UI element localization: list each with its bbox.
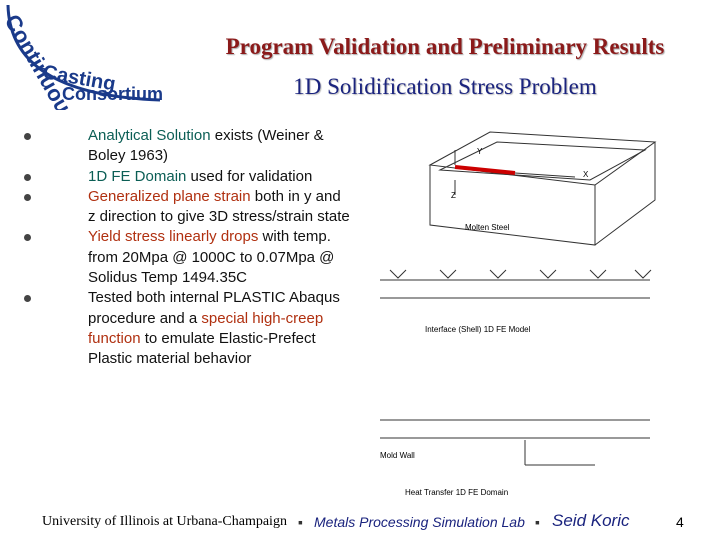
figure: Y X Z Molten Steel Interface (Shell) 1D … [380,131,657,497]
label: X [583,170,589,179]
logo-text: Consortium [62,84,163,104]
logo-arc [6,4,161,102]
bullet: Generalized plane strain both in y and z… [0,187,350,228]
logo: Continuous Casting Consortium [0,4,163,110]
label: Molten Steel [465,223,510,232]
bullet: Analytical Solution exists (Weiner & Bol… [0,126,350,167]
bullet-text: exists (Weiner & Boley 1963) [88,127,324,165]
footer-lab: Metals Processing Simulation Lab [314,514,525,530]
separator: ▪ [298,514,303,530]
separator: ▪ [535,514,540,530]
fe-model [380,269,652,466]
page-number: 4 [676,514,684,530]
bullet-text: used for validation [186,167,313,185]
emphasis: Generalized plane strain [88,187,251,205]
bullet-text: both in y and z direction to give 3D str… [88,187,350,226]
bullet: Yield stress linearly drops with temp. f… [0,227,350,288]
label: Heat Transfer 1D FE Domain [405,488,508,497]
bullet-text: with temp. from 20Mpa @ 1000C to 0.07Mpa… [88,228,335,287]
slab [428,131,657,246]
axis [514,172,576,178]
label: Y [477,147,483,156]
subtitle: 1D Solidification Stress Problem [293,74,597,99]
fe-line [454,165,516,175]
label: Z [451,191,456,200]
emphasis: Analytical Solution [88,127,211,144]
bullet: 1D FE Domain used for validation [0,167,350,187]
footer-author: Seid Koric [552,511,630,530]
emphasis: special high-creep function [88,309,324,347]
footer-university: University of Illinois at Urbana-Champai… [42,514,287,529]
emphasis: Yield stress linearly drops [88,228,259,246]
bullet-text: Tested both internal PLASTIC Abaqus proc… [88,289,340,327]
bullet-list: Analytical Solution exists (Weiner & Bol… [0,126,350,370]
label: Mold Wall [380,451,415,460]
label: Interface (Shell) 1D FE Model [425,325,531,334]
bullet: Tested both internal PLASTIC Abaqus proc… [0,288,350,369]
bullet-text: to emulate Elastic-Prefect Plastic mater… [88,329,316,368]
emphasis: 1D FE Domain [88,167,187,185]
title: Program Validation and Preliminary Resul… [225,34,665,59]
